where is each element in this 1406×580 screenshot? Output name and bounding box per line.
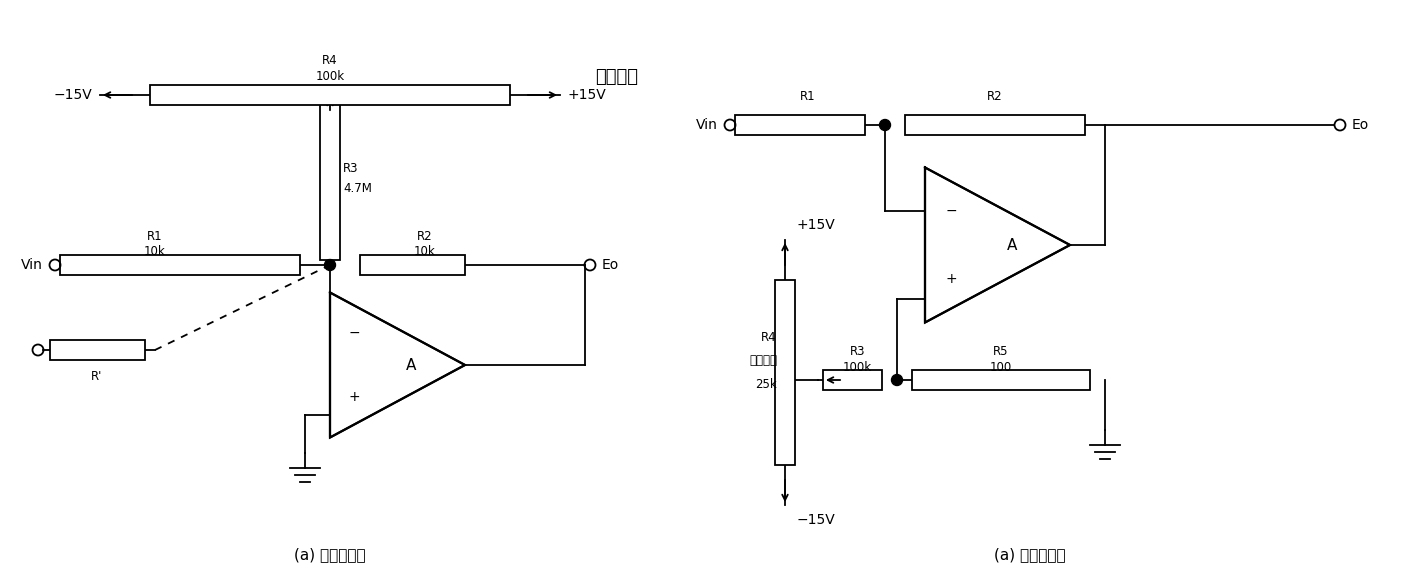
Text: 失调调整: 失调调整 xyxy=(595,68,638,86)
Text: 4.7M: 4.7M xyxy=(343,182,371,194)
Text: +: + xyxy=(349,390,360,404)
Polygon shape xyxy=(321,100,340,260)
Text: R4: R4 xyxy=(322,54,337,67)
Polygon shape xyxy=(775,280,794,465)
Text: R1: R1 xyxy=(800,90,815,103)
Text: 100k: 100k xyxy=(315,70,344,83)
Text: R2: R2 xyxy=(418,230,433,243)
Text: R3: R3 xyxy=(849,345,865,358)
Text: R4: R4 xyxy=(762,331,778,344)
Text: Vin: Vin xyxy=(696,118,718,132)
Text: 100k: 100k xyxy=(844,361,872,374)
Text: Vin: Vin xyxy=(21,258,44,272)
Text: R5: R5 xyxy=(993,345,1008,358)
Text: R1: R1 xyxy=(148,230,163,243)
Text: −15V: −15V xyxy=(797,513,835,527)
Polygon shape xyxy=(330,292,465,437)
Polygon shape xyxy=(150,85,510,105)
Text: R2: R2 xyxy=(987,90,1002,103)
Polygon shape xyxy=(51,340,145,360)
Text: 100: 100 xyxy=(990,361,1012,374)
Text: (a) 同相端调零: (a) 同相端调零 xyxy=(994,548,1066,563)
Text: +15V: +15V xyxy=(568,88,607,102)
Text: A: A xyxy=(1007,237,1017,252)
Text: Eo: Eo xyxy=(1353,118,1369,132)
Text: A: A xyxy=(406,357,416,372)
Text: −15V: −15V xyxy=(53,88,91,102)
Circle shape xyxy=(891,375,903,386)
Polygon shape xyxy=(912,370,1090,390)
Text: R': R' xyxy=(91,370,103,383)
Text: 失调调整: 失调调整 xyxy=(749,354,778,367)
Circle shape xyxy=(325,259,336,270)
Text: (a) 反相端调零: (a) 反相端调零 xyxy=(294,548,366,563)
Text: 10k: 10k xyxy=(415,245,436,258)
Polygon shape xyxy=(823,370,882,390)
Text: −: − xyxy=(349,326,360,340)
Polygon shape xyxy=(360,255,465,275)
Text: 25k: 25k xyxy=(755,378,778,391)
Text: Eo: Eo xyxy=(602,258,619,272)
Text: +: + xyxy=(945,272,957,286)
Polygon shape xyxy=(905,115,1085,135)
Polygon shape xyxy=(925,168,1070,322)
Text: −: − xyxy=(945,204,957,218)
Polygon shape xyxy=(60,255,299,275)
Polygon shape xyxy=(735,115,865,135)
Text: +15V: +15V xyxy=(797,218,835,232)
Text: R3: R3 xyxy=(343,161,359,175)
Text: 10k: 10k xyxy=(145,245,166,258)
Circle shape xyxy=(880,119,890,130)
